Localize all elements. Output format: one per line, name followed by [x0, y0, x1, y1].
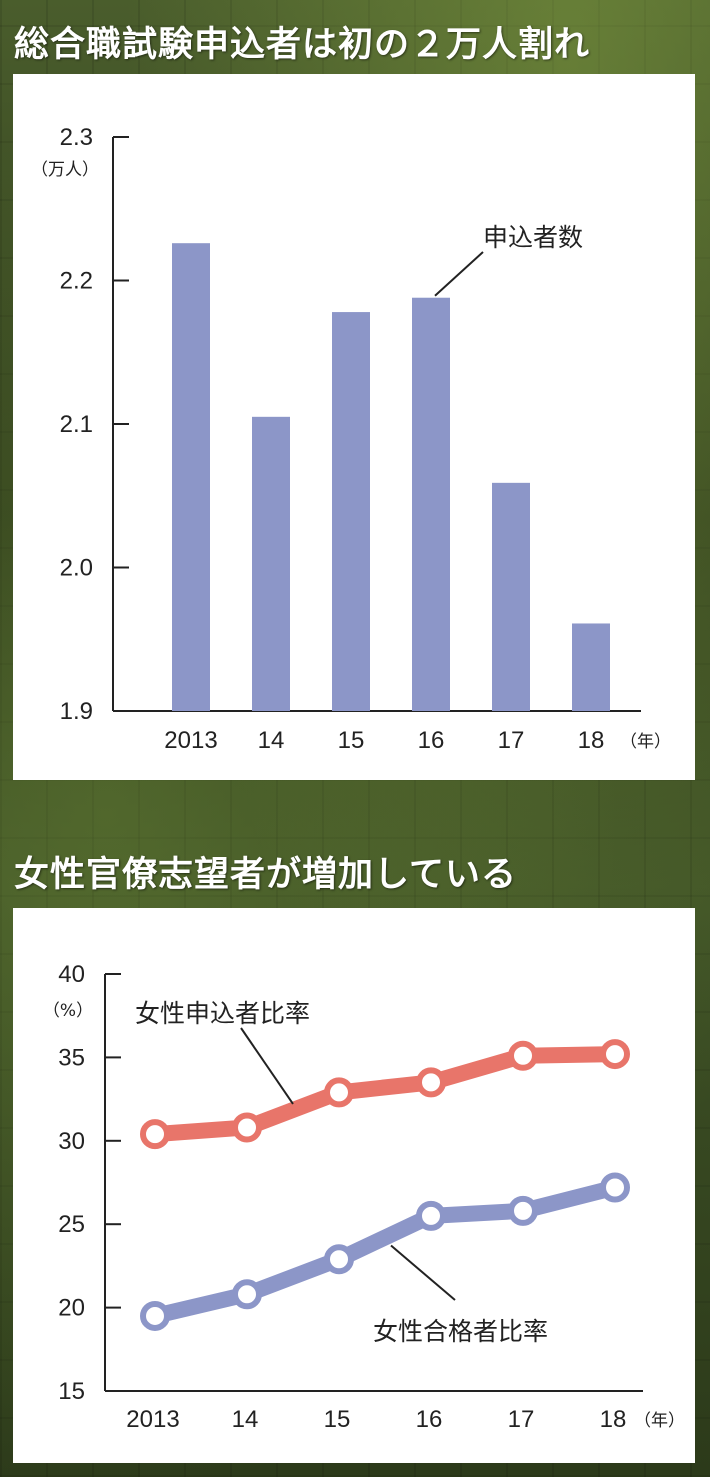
data-point: [508, 1040, 538, 1071]
bar: [252, 416, 290, 711]
data-point: [232, 1112, 262, 1143]
x-tick-label: 17: [508, 1406, 535, 1433]
bar: [492, 482, 530, 711]
y-tick-label: 25: [58, 1211, 85, 1238]
x-tick-label: 18: [600, 1406, 627, 1433]
x-tick-label: 2013: [126, 1406, 179, 1433]
x-unit-label: （年）: [634, 1411, 685, 1431]
series-label: 申込者数: [483, 223, 583, 252]
data-point: [600, 1039, 630, 1070]
x-unit-label: （年）: [620, 732, 671, 752]
y-tick-label: 2.3: [60, 124, 93, 151]
data-point: [324, 1244, 354, 1275]
series-line: [147, 1046, 623, 1143]
y-tick-label: 40: [58, 961, 85, 988]
data-point: [416, 1067, 446, 1098]
data-point: [508, 1195, 538, 1226]
bar-chart: 1.9 2.0 2.1 2.2 2.3 （万人） 2013 14 15 16 17 18 （年） 申込者数: [31, 124, 671, 754]
y-tick-label: 15: [58, 1378, 85, 1405]
series-line: [147, 1179, 623, 1324]
x-tick-label: 16: [416, 1406, 443, 1433]
series-label: 女性合格者比率: [373, 1317, 548, 1346]
series-leader-line: [434, 251, 484, 297]
data-point: [232, 1279, 262, 1310]
series-leader-line: [390, 1244, 456, 1301]
data-point: [600, 1172, 630, 1203]
x-tick-label: 15: [338, 727, 365, 754]
y-tick-label: 30: [58, 1128, 85, 1155]
x-tick-label: 16: [418, 727, 445, 754]
y-tick-label: 1.9: [60, 698, 93, 725]
y-tick-label: 20: [58, 1295, 85, 1322]
line-chart: 15 20 25 30 35 40 （%） 2013 14 15 16 17 18 （年） 女性申込者比率女…: [43, 961, 685, 1433]
bar: [172, 243, 210, 711]
y-unit-label: （%）: [43, 1001, 93, 1021]
bar-chart-panel: 1.9 2.0 2.1 2.2 2.3 （万人） 2013 14 15 16 17 18 （年） 申込者数: [13, 74, 695, 780]
y-tick-label: 2.2: [60, 268, 93, 295]
y-tick-label: 2.0: [60, 555, 93, 582]
line-chart-panel: 15 20 25 30 35 40 （%） 2013 14 15 16 17 18 （年） 女性申込者比率女…: [13, 908, 695, 1463]
y-unit-label: （万人）: [31, 160, 99, 180]
x-tick-label: 14: [258, 727, 285, 754]
x-tick-label: 17: [498, 727, 525, 754]
y-tick-label: 2.1: [60, 411, 93, 438]
data-point: [324, 1077, 354, 1108]
bar: [412, 297, 450, 711]
bar: [572, 623, 610, 711]
data-point: [140, 1300, 170, 1331]
x-tick-label: 2013: [164, 727, 217, 754]
x-tick-label: 14: [232, 1406, 259, 1433]
data-point: [416, 1200, 446, 1231]
bar: [332, 312, 370, 711]
chart2-title: 女性官僚志望者が増加している: [14, 855, 517, 895]
y-tick-label: 35: [58, 1044, 85, 1071]
x-tick-label: 18: [578, 727, 605, 754]
series-leader-line: [240, 1027, 294, 1105]
x-tick-label: 15: [324, 1406, 351, 1433]
series-label: 女性申込者比率: [135, 999, 310, 1028]
data-point: [140, 1119, 170, 1150]
chart1-title: 総合職試験申込者は初の２万人割れ: [14, 25, 591, 65]
